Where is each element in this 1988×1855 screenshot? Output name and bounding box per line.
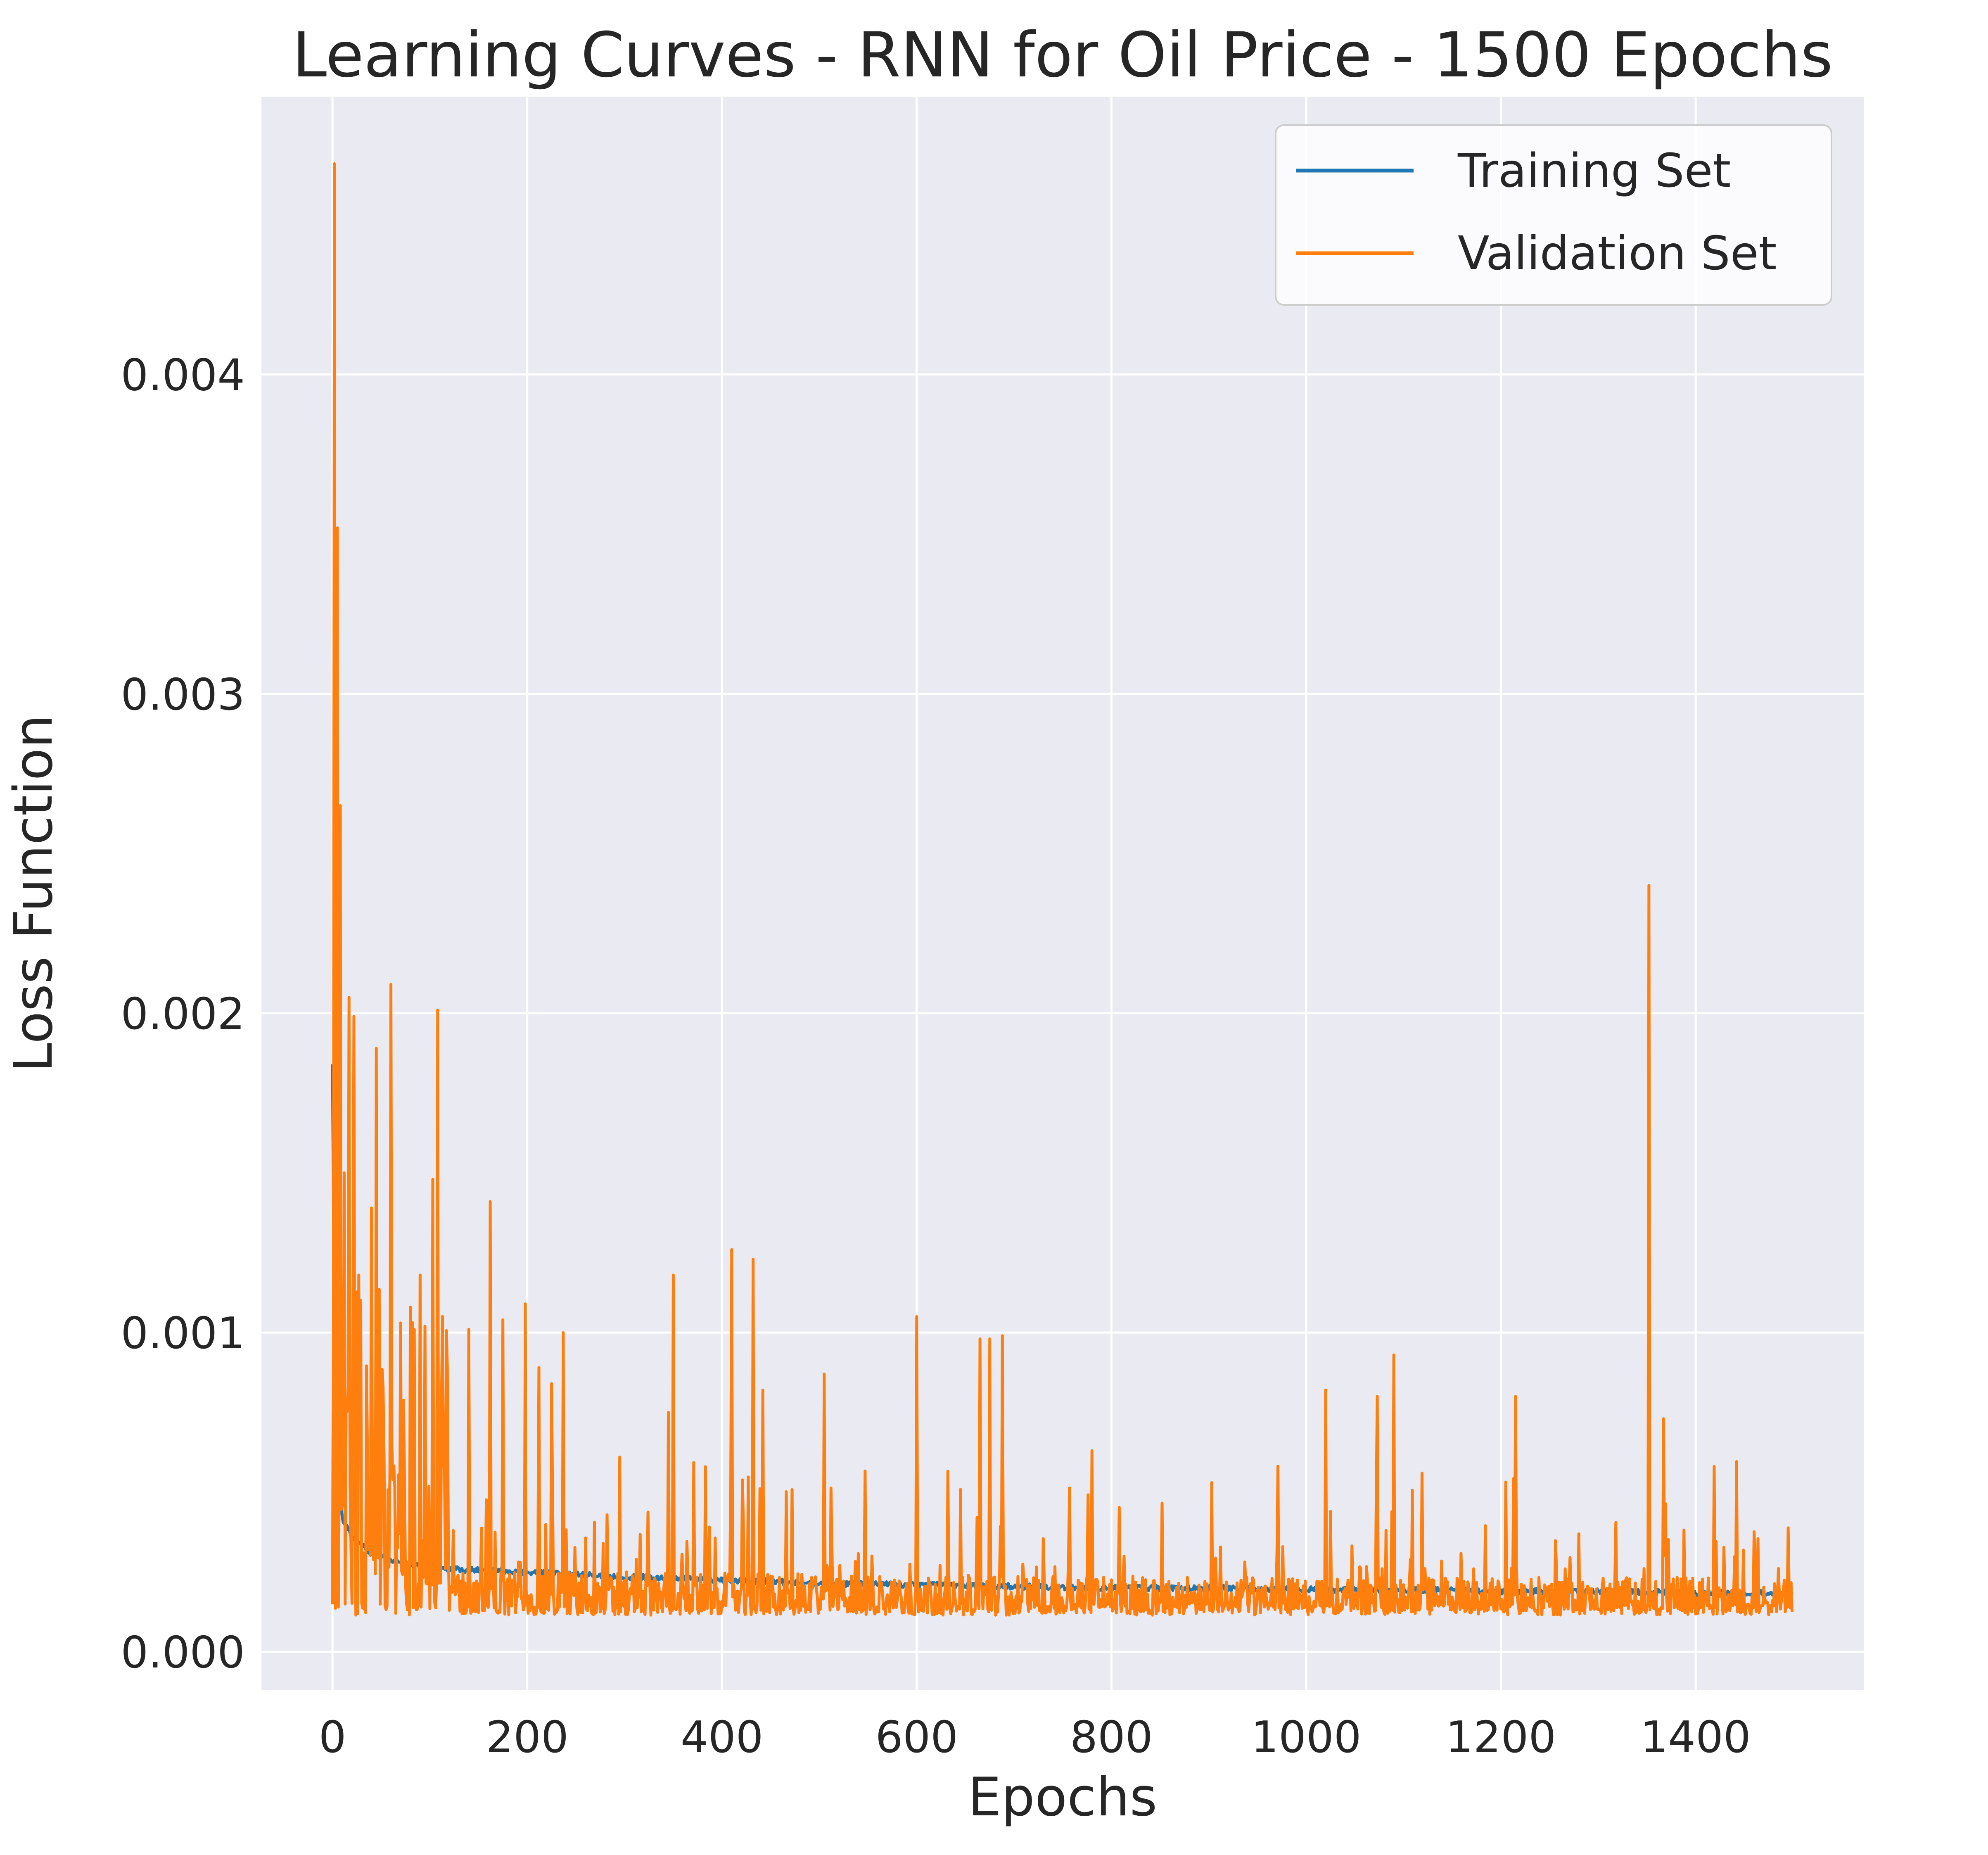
y-axis-label: Loss Function: [3, 715, 64, 1072]
legend-label-validation: Validation Set: [1458, 227, 1777, 280]
x-tick-label: 0: [319, 1712, 346, 1762]
y-tick-label: 0.000: [121, 1627, 245, 1678]
x-tick-label: 1000: [1251, 1712, 1361, 1762]
x-tick-label: 400: [681, 1712, 763, 1762]
y-tick-label: 0.002: [121, 989, 245, 1039]
grid: [261, 97, 1864, 1690]
series-group: [331, 162, 1793, 1617]
x-tick-label: 1400: [1640, 1712, 1751, 1762]
x-tick-label: 800: [1070, 1712, 1153, 1762]
x-tick-label: 600: [875, 1712, 958, 1762]
plot-background: [261, 97, 1864, 1690]
legend: Training Set Validation Set: [1275, 124, 1832, 306]
y-tick-label: 0.003: [121, 670, 245, 720]
x-tick-label: 200: [486, 1712, 568, 1762]
x-tick-label: 1200: [1446, 1712, 1556, 1762]
y-tick-label: 0.004: [121, 350, 245, 401]
chart-title: Learning Curves - RNN for Oil Price - 15…: [292, 19, 1833, 91]
ticks: 0 200 400 600 800 1000 1200 1400 0.000 0.001 0.002…: [121, 350, 1751, 1762]
legend-box: [1275, 124, 1832, 306]
legend-label-training: Training Set: [1457, 144, 1731, 198]
series-line-validation: [331, 162, 1793, 1617]
x-axis-label: Epochs: [968, 1767, 1158, 1828]
y-tick-label: 0.001: [121, 1308, 245, 1359]
